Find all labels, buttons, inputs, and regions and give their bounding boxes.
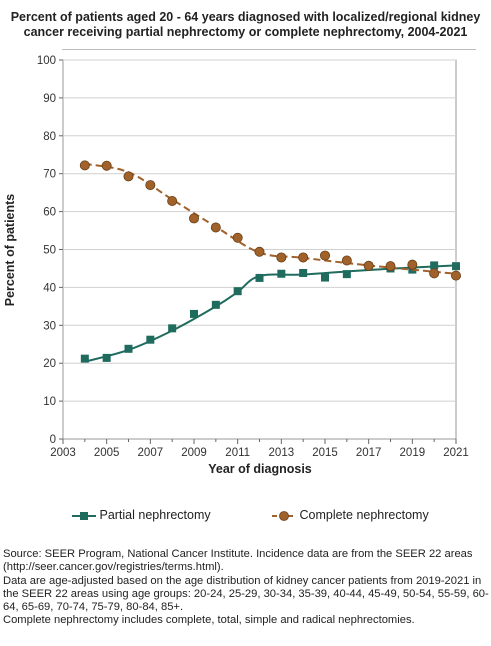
data-point-complete [79, 160, 90, 171]
data-point-complete [145, 180, 156, 191]
chart-title: Percent of patients aged 20 - 64 years d… [10, 10, 481, 39]
data-point-complete [429, 268, 440, 279]
data-point-complete [319, 250, 330, 261]
data-point-partial [430, 261, 439, 270]
data-point-complete [341, 255, 352, 266]
y-axis-label: Percent of patients [3, 194, 17, 307]
data-point-complete [232, 232, 243, 243]
y-tick-label: 30 [43, 320, 56, 332]
x-axis-label: Year of diagnosis [208, 462, 312, 476]
data-point-partial [80, 354, 89, 363]
data-point-complete [385, 261, 396, 272]
data-point-complete [101, 160, 112, 171]
data-point-complete [167, 195, 178, 206]
data-point-partial [190, 309, 198, 318]
x-tick-label: 2005 [94, 447, 120, 459]
y-tick-label: 90 [43, 93, 56, 105]
data-point-partial [277, 269, 286, 278]
x-tick-label: 2013 [269, 447, 295, 459]
data-point-complete [450, 270, 461, 281]
data-point-partial [452, 262, 460, 271]
data-point-complete [188, 213, 199, 224]
y-tick-label: 100 [37, 55, 56, 67]
legend-swatch-partial [72, 511, 96, 520]
data-point-complete [276, 252, 287, 263]
x-tick-label: 2003 [50, 447, 76, 459]
legend-label-complete: Complete nephrectomy [299, 508, 429, 522]
y-tick-label: 80 [43, 131, 56, 143]
legend-swatch-complete [272, 510, 296, 521]
x-tick-label: 2021 [443, 447, 469, 459]
data-point-partial [168, 324, 177, 333]
y-tick-label: 0 [50, 434, 56, 446]
footnotes: Source: SEER Program, National Cancer In… [3, 548, 489, 628]
data-point-partial [255, 273, 264, 282]
data-point-partial [211, 300, 220, 309]
y-tick-label: 10 [43, 396, 56, 408]
data-point-partial [342, 270, 351, 279]
x-tick-label: 2009 [181, 447, 207, 459]
y-tick-label: 50 [43, 245, 56, 257]
y-axis-ticks: 0 10 20 30 40 50 60 70 80 90 100 [37, 55, 63, 446]
data-point-partial [102, 353, 111, 362]
legend-item-partial: Partial nephrectomy [72, 508, 211, 522]
legend-item-complete: Complete nephrectomy [272, 508, 429, 522]
data-point-complete [363, 260, 374, 271]
footnote-source: Source: SEER Program, National Cancer In… [3, 548, 473, 574]
data-point-complete [254, 246, 265, 257]
footnote-age-adjustment: Data are age-adjusted based on the age d… [3, 574, 489, 614]
x-tick-label: 2017 [356, 447, 382, 459]
y-tick-label: 20 [43, 358, 56, 370]
y-tick-label: 70 [43, 169, 56, 181]
x-tick-label: 2011 [225, 447, 250, 459]
data-point-partial [146, 335, 155, 344]
data-point-partial [124, 344, 133, 353]
data-point-complete [210, 222, 221, 233]
x-tick-label: 2007 [138, 447, 164, 459]
data-point-partial [321, 273, 329, 282]
legend-label-partial: Partial nephrectomy [99, 508, 211, 522]
x-tick-label: 2015 [312, 447, 338, 459]
y-tick-label: 60 [43, 207, 56, 219]
x-tick-label: 2019 [400, 447, 426, 459]
footnote-definition: Complete nephrectomy includes complete, … [3, 614, 415, 627]
series-group [79, 160, 461, 363]
data-point-partial [299, 268, 308, 277]
data-point-complete [123, 171, 134, 182]
title-divider [62, 49, 476, 50]
x-axis-ticks: 2003 2005 2007 2009 2011 2013 2015 2017 2019 2021 [50, 439, 469, 459]
data-point-complete [407, 259, 418, 270]
y-tick-label: 40 [43, 282, 56, 294]
data-point-partial [233, 287, 242, 296]
data-point-complete [298, 252, 309, 263]
